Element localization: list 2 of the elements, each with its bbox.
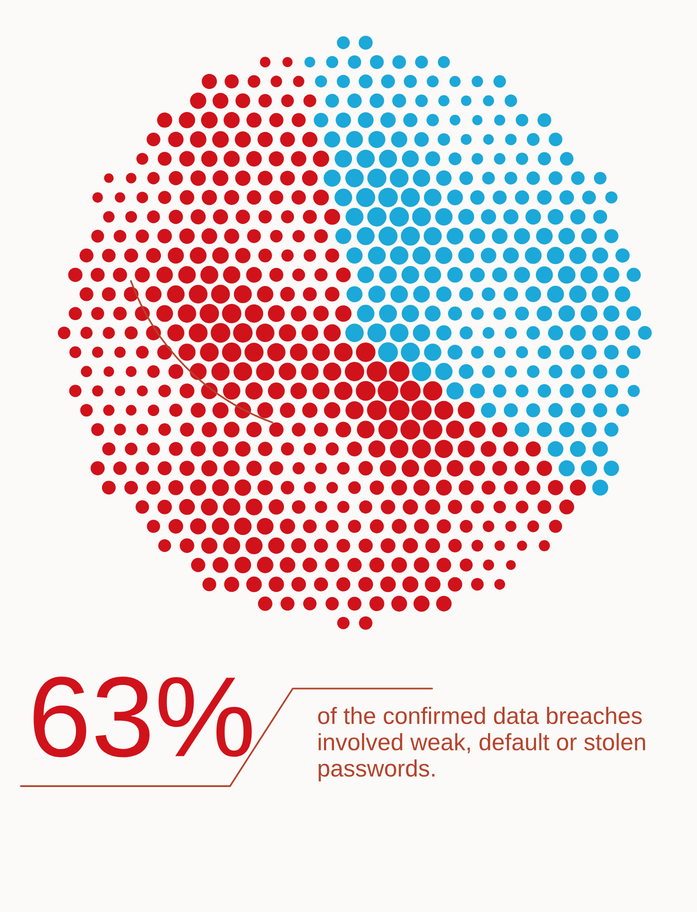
text: of the confirmed data breaches involved weak, default or stolen passwords. [318,706,646,782]
data-label: 63% [34,676,252,758]
